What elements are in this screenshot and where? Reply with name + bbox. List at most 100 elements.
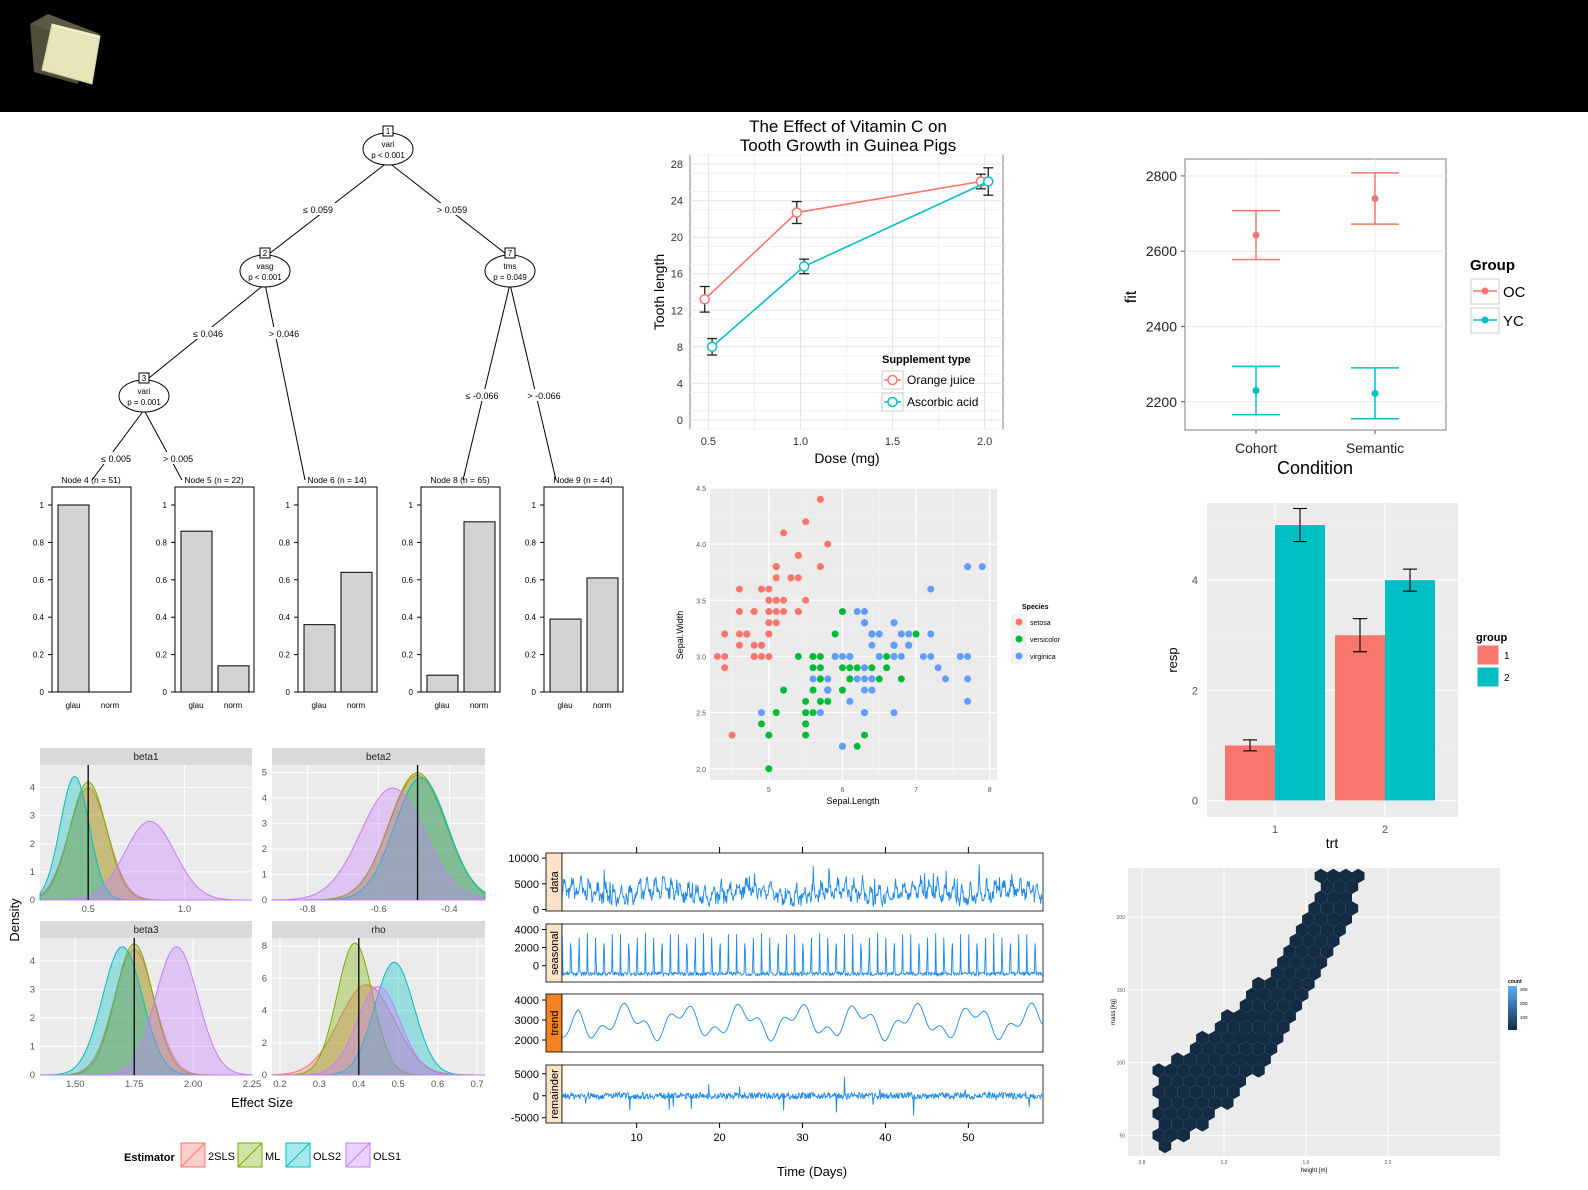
y-tick-label: 3000 bbox=[515, 1015, 539, 1027]
hex-bin bbox=[1177, 1106, 1190, 1121]
node-id-box bbox=[138, 372, 150, 384]
leaf-title: Node 6 (n = 14) bbox=[307, 475, 366, 485]
hex-bin bbox=[1196, 1030, 1209, 1046]
data-point bbox=[758, 652, 766, 660]
hex-bin bbox=[1314, 912, 1328, 927]
legend-point bbox=[1015, 618, 1023, 626]
x-tick-label: 0.6 bbox=[431, 1079, 444, 1090]
y-tick-label: 2400 bbox=[1146, 318, 1177, 334]
y-tick-label: 2 bbox=[262, 1038, 267, 1049]
data-point bbox=[794, 652, 802, 660]
hex-bin bbox=[1214, 1041, 1228, 1056]
hex-bin bbox=[1277, 998, 1290, 1013]
legend-point bbox=[1015, 652, 1023, 660]
leaf-bar bbox=[463, 521, 496, 693]
y-tick-label: 5 bbox=[262, 768, 267, 779]
data-point bbox=[787, 574, 795, 582]
colorbar-label: 100 bbox=[1520, 1015, 1528, 1020]
y-tick-label: 0.8 bbox=[156, 538, 168, 547]
data-point bbox=[853, 742, 861, 750]
y-tick-label: 16 bbox=[671, 269, 683, 281]
data-point bbox=[772, 574, 780, 582]
x-tick-label: glau bbox=[188, 701, 203, 710]
bar bbox=[1225, 745, 1275, 801]
legend-title: Estimator bbox=[124, 1152, 175, 1164]
x-tick-label: 0.5 bbox=[82, 904, 95, 915]
data-point bbox=[765, 731, 773, 739]
hex-bin bbox=[1339, 912, 1352, 927]
data-point bbox=[721, 652, 729, 660]
x-tick-label: 2.00 bbox=[184, 1079, 203, 1090]
node-variable: tms bbox=[504, 262, 517, 271]
plot-panel bbox=[561, 993, 1044, 1053]
y-tick-label: 28 bbox=[671, 159, 683, 171]
y-tick-label: 12 bbox=[671, 305, 683, 317]
leaf-bar bbox=[217, 665, 250, 693]
tree-edge bbox=[91, 409, 145, 481]
node-id: 1 bbox=[386, 127, 391, 136]
x-tick-label: norm bbox=[101, 701, 120, 710]
hex-bin bbox=[1196, 1074, 1209, 1089]
y-tick-label: 0 bbox=[262, 1070, 267, 1081]
y-tick-label: 4000 bbox=[515, 995, 539, 1007]
data-point bbox=[728, 731, 736, 739]
x-tick-label: 6 bbox=[841, 787, 845, 794]
hex-bin bbox=[1308, 966, 1321, 981]
node-variable: vasg bbox=[257, 262, 274, 271]
data-point bbox=[735, 630, 743, 638]
y-tick-label: 1 bbox=[40, 501, 45, 510]
y-axis-title: mass [kg] bbox=[1111, 999, 1117, 1025]
legend-title: Species bbox=[1022, 604, 1049, 611]
x-tick-label: 1.50 bbox=[66, 1079, 85, 1090]
hex-bin bbox=[1189, 1106, 1203, 1121]
edge-label: > -0.066 bbox=[527, 391, 560, 401]
node-pvalue: p = 0.001 bbox=[127, 398, 161, 407]
hex-bin bbox=[1258, 1009, 1271, 1024]
facet-title: beta1 bbox=[133, 752, 158, 763]
y-axis-title: Sepal.Width bbox=[675, 611, 685, 660]
fit-errorbar-chart: 2200 2400 2600 2800 Cohort Semantic Condition f… bbox=[1123, 158, 1526, 478]
data-point bbox=[853, 608, 861, 616]
hex-bin bbox=[1246, 1009, 1259, 1024]
data-point bbox=[824, 540, 832, 548]
x-tick-label: -0.8 bbox=[299, 904, 315, 915]
legend-label: OLS2 bbox=[313, 1151, 341, 1163]
y-tick-label: 2800 bbox=[1146, 168, 1177, 184]
y-axis-title: resp bbox=[1165, 647, 1180, 672]
y-tick-label: 4 bbox=[30, 783, 35, 794]
hex-bin bbox=[1320, 922, 1334, 938]
hex-bin bbox=[1264, 1020, 1278, 1035]
density-area bbox=[40, 820, 252, 901]
strip-label: data bbox=[549, 870, 561, 892]
data-point bbox=[861, 608, 869, 616]
y-tick-label: 0.4 bbox=[525, 613, 537, 622]
data-point bbox=[824, 686, 832, 694]
hex-bin bbox=[1233, 1009, 1246, 1024]
data-point bbox=[861, 686, 869, 694]
facet-strip bbox=[272, 921, 485, 938]
hex-bin bbox=[1258, 987, 1271, 1002]
series-line bbox=[562, 1002, 1043, 1042]
hex-bin bbox=[1196, 1117, 1209, 1132]
edge-label-bg bbox=[186, 327, 230, 339]
data-point bbox=[765, 652, 773, 660]
leaf-frame bbox=[174, 486, 255, 693]
y-tick-label: 0.8 bbox=[33, 538, 45, 547]
legend-label: 1 bbox=[1504, 651, 1510, 662]
y-tick-label: 1 bbox=[262, 870, 267, 881]
node-id: 3 bbox=[142, 374, 147, 383]
data-point bbox=[772, 608, 780, 616]
legend-key-slash bbox=[345, 1142, 371, 1168]
hex-bin bbox=[1345, 901, 1359, 916]
hex-bin bbox=[1177, 1128, 1190, 1143]
legend-label: setosa bbox=[1030, 620, 1051, 627]
data-point bbox=[743, 630, 751, 638]
legend-label: OLS1 bbox=[373, 1151, 401, 1163]
y-tick-label: 150 bbox=[1117, 988, 1126, 994]
hex-bin bbox=[1177, 1084, 1190, 1100]
bar bbox=[1275, 525, 1325, 801]
x-tick-label: 1.0 bbox=[793, 436, 808, 448]
y-tick-label: 2000 bbox=[515, 1035, 539, 1047]
strip-label: trend bbox=[549, 1010, 561, 1035]
facet-strip bbox=[272, 748, 485, 765]
